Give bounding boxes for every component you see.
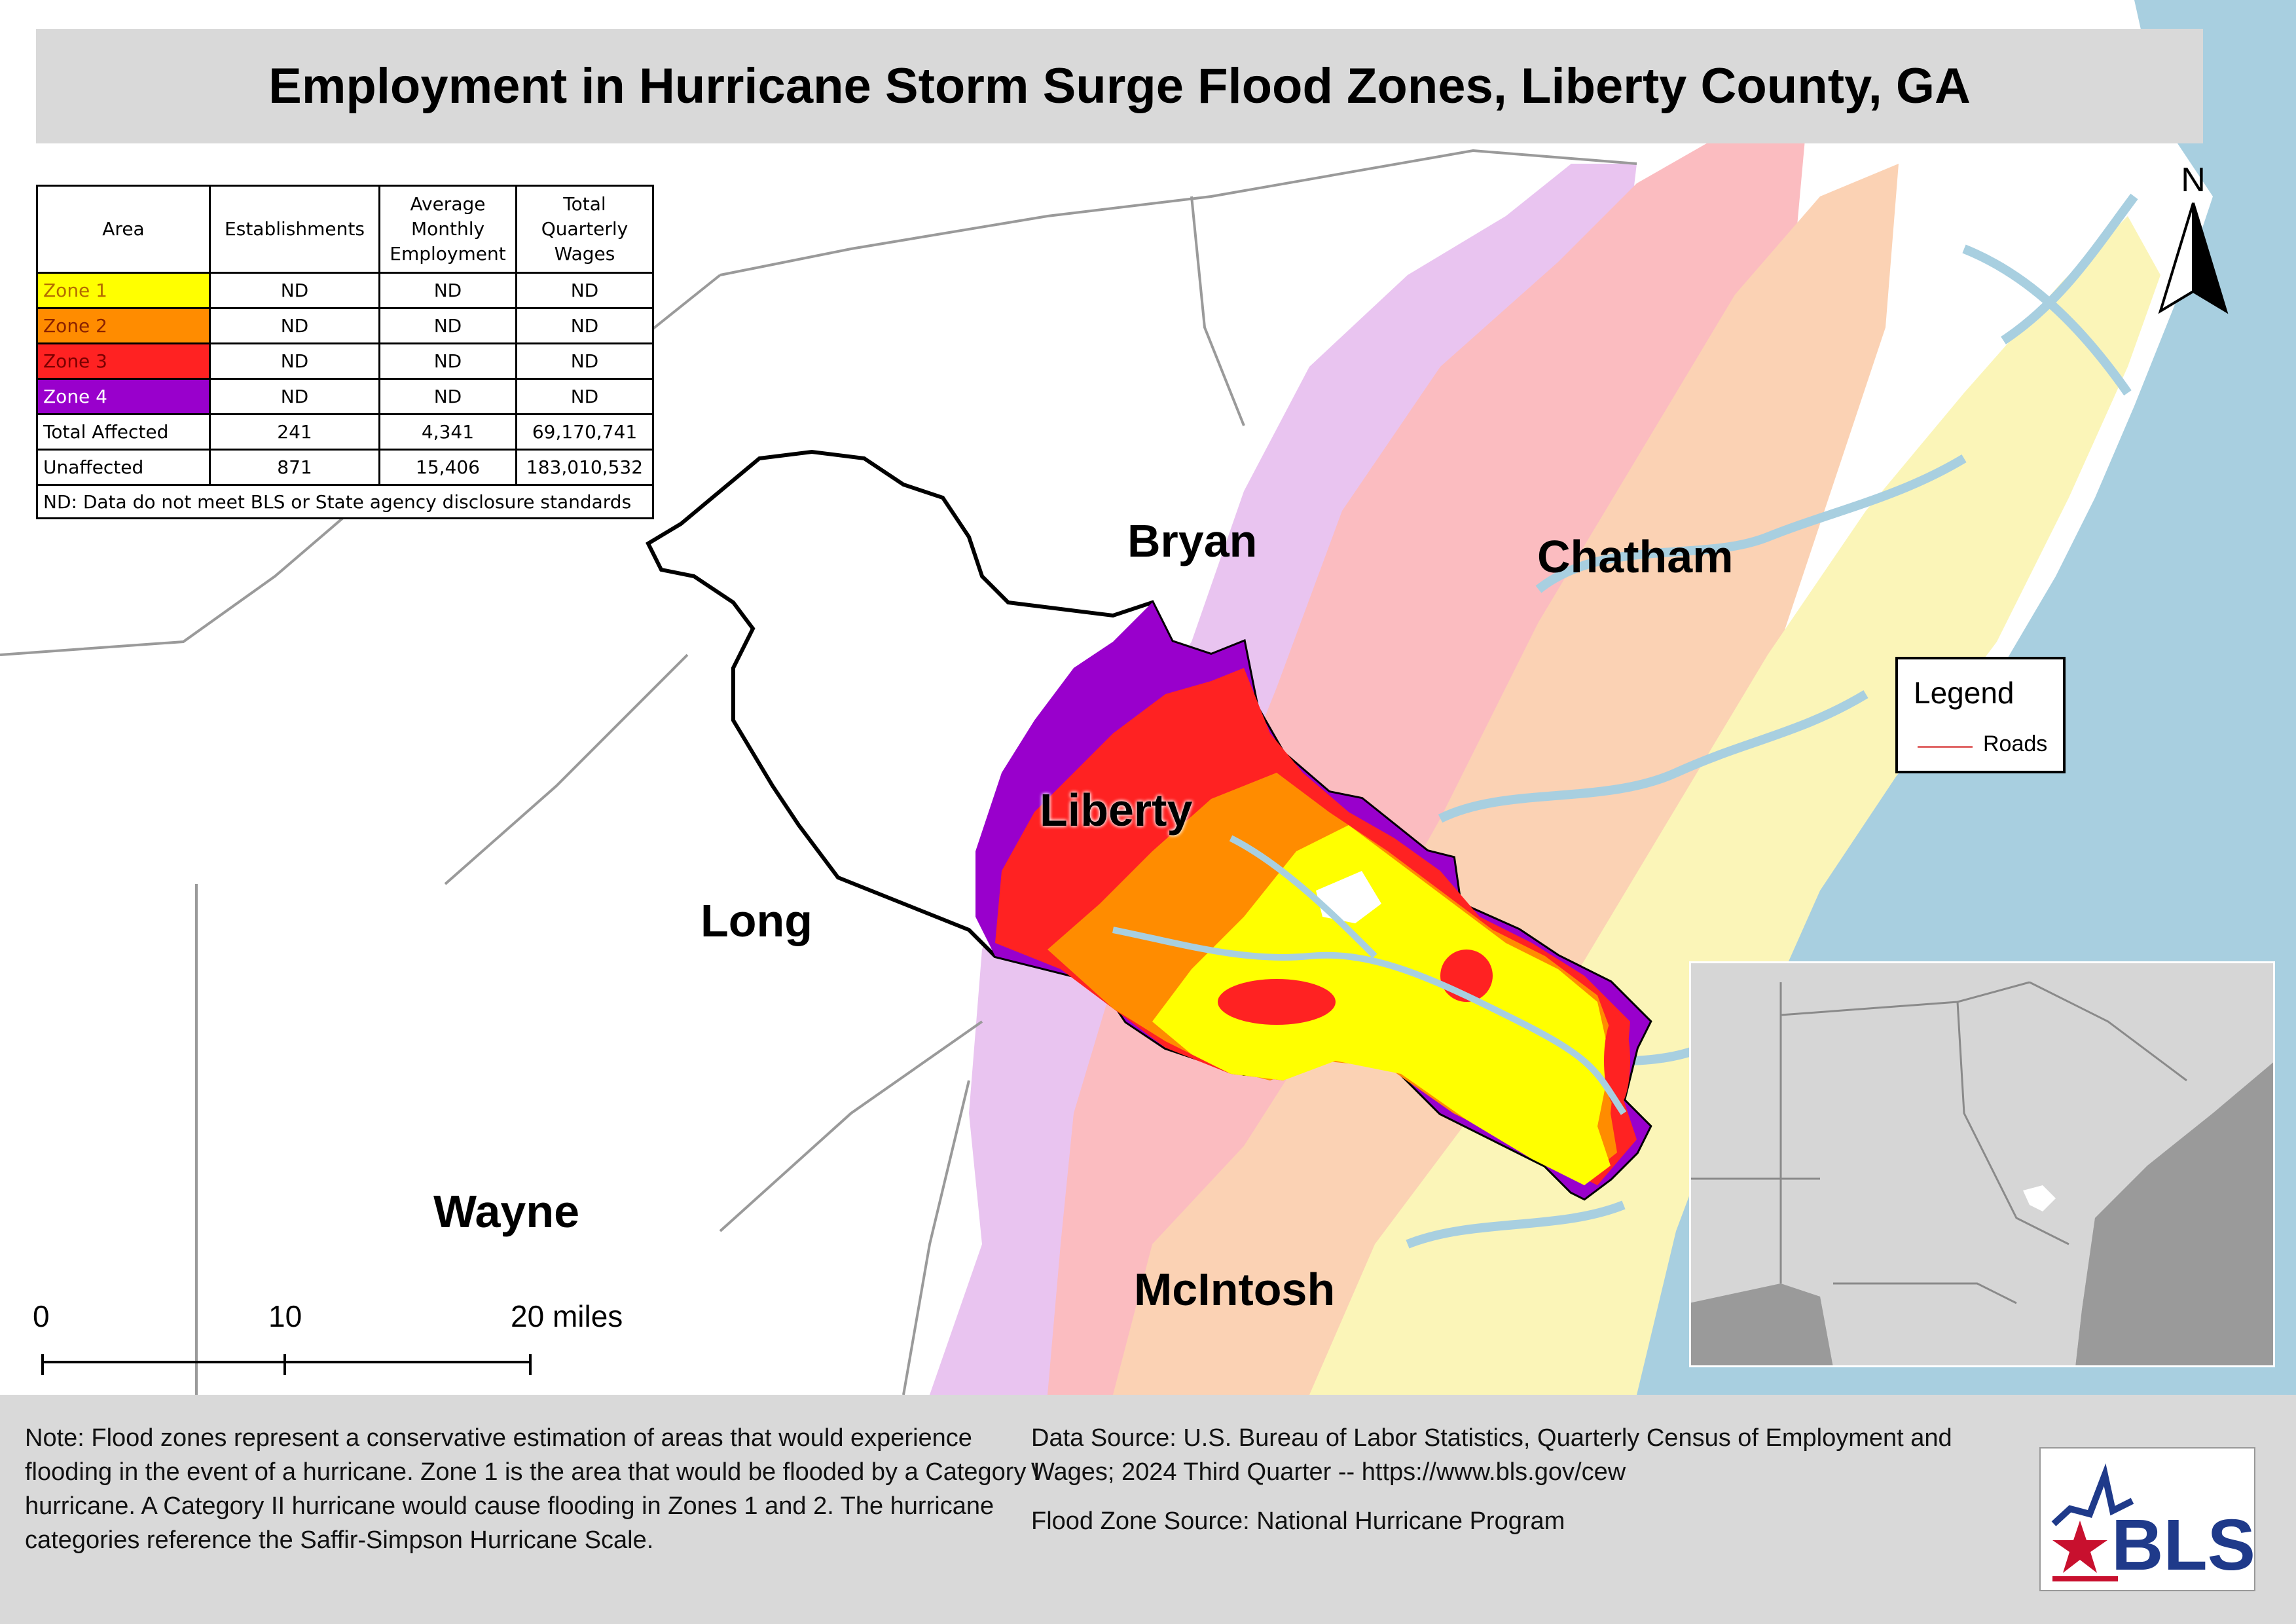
county-label-chatham: Chatham xyxy=(1537,531,1734,582)
table-cell-area: Zone 3 xyxy=(36,342,211,380)
table-cell-wages: 69,170,741 xyxy=(515,413,654,451)
table-cell-establishments: ND xyxy=(209,272,380,309)
map-title: Employment in Hurricane Storm Surge Floo… xyxy=(268,58,1971,114)
faded-zone-2-area xyxy=(1113,164,1899,1395)
table-cell-area: Zone 2 xyxy=(36,307,211,344)
flood-zone-source: Flood Zone Source: National Hurricane Pr… xyxy=(1031,1507,1565,1535)
table-cell-establishments: ND xyxy=(209,378,380,415)
legend-box: Legend Roads xyxy=(1895,657,2066,773)
table-cell-establishments: 241 xyxy=(209,413,380,451)
col-header-area: Area xyxy=(36,185,211,274)
table-cell-establishments: 871 xyxy=(209,449,380,486)
table-cell-area: Total Affected xyxy=(36,413,211,451)
legend-title: Legend xyxy=(1914,676,2014,710)
employment-table: Area Establishments Average Monthly Empl… xyxy=(36,185,654,519)
table-cell-area: Zone 4 xyxy=(36,378,211,415)
inset-map xyxy=(1689,961,2275,1367)
footer-note: Note: Flood zones represent a conservati… xyxy=(25,1424,1040,1554)
col-header-wages: Total Quarterly Wages xyxy=(515,185,654,274)
table-cell-employment: 4,341 xyxy=(378,413,517,451)
table-note-row: ND: Data do not meet BLS or State agency… xyxy=(36,484,654,519)
table-body: Zone 1 ND ND ND Zone 2 ND ND ND Zone 3 ND ND ND Zone… xyxy=(36,272,654,486)
table-cell-establishments: ND xyxy=(209,342,380,380)
title-bar: Employment in Hurricane Storm Surge Floo… xyxy=(36,29,2203,143)
county-label-liberty: Liberty xyxy=(1040,784,1193,836)
table-row: Unaffected 871 15,406 183,010,532 xyxy=(36,449,654,486)
liberty-rivers xyxy=(1112,835,1627,1115)
table-cell-employment: ND xyxy=(378,307,517,344)
table-cell-employment: ND xyxy=(378,272,517,309)
col-header-establishments: Establishments xyxy=(209,185,380,274)
scale-label-0: 0 xyxy=(33,1299,50,1333)
bls-logo-text: BLS xyxy=(2111,1505,2254,1585)
north-arrow-icon: N xyxy=(2158,164,2229,314)
table-row: Zone 3 ND ND ND xyxy=(36,342,654,380)
table-cell-wages: ND xyxy=(515,378,654,415)
liberty-zone-1 xyxy=(1152,825,1611,1185)
table-cell-area: Unaffected xyxy=(36,449,211,486)
table-row: Zone 2 ND ND ND xyxy=(36,307,654,344)
data-source: Data Source: U.S. Bureau of Labor Statis… xyxy=(1031,1424,1952,1486)
scale-bar xyxy=(41,1354,532,1375)
col-header-employment: Average Monthly Employment xyxy=(378,185,517,274)
table-cell-wages: ND xyxy=(515,272,654,309)
county-label-bryan: Bryan xyxy=(1127,515,1258,566)
table-cell-wages: 183,010,532 xyxy=(515,449,654,486)
legend-roads-label: Roads xyxy=(1983,731,2048,756)
county-label-mcintosh: McIntosh xyxy=(1134,1264,1336,1315)
table-row: Zone 1 ND ND ND xyxy=(36,272,654,309)
table-cell-employment: 15,406 xyxy=(378,449,517,486)
table-cell-establishments: ND xyxy=(209,307,380,344)
county-label-long: Long xyxy=(701,895,813,946)
table-row: Total Affected 241 4,341 69,170,741 xyxy=(36,413,654,451)
north-label: N xyxy=(2181,164,2206,199)
table-cell-employment: ND xyxy=(378,342,517,380)
bls-logo: BLS xyxy=(2039,1447,2255,1591)
footer-panel xyxy=(0,1395,2296,1624)
faded-zone-3-area xyxy=(1048,118,1807,1395)
inset-map-frame xyxy=(1689,961,2275,1367)
table-cell-area: Zone 1 xyxy=(36,272,211,309)
table-cell-wages: ND xyxy=(515,342,654,380)
table-header-row: Area Establishments Average Monthly Empl… xyxy=(36,185,654,274)
scale-label-20: 20 miles xyxy=(511,1299,623,1333)
table-note: ND: Data do not meet BLS or State agency… xyxy=(36,484,654,519)
bls-logo-icon: BLS xyxy=(2051,1463,2255,1585)
scale-label-10: 10 xyxy=(268,1299,302,1333)
table-cell-wages: ND xyxy=(515,307,654,344)
county-label-wayne: Wayne xyxy=(433,1186,580,1237)
table-cell-employment: ND xyxy=(378,378,517,415)
table-row: Zone 4 ND ND ND xyxy=(36,378,654,415)
legend-roads-swatch xyxy=(1918,746,1973,748)
